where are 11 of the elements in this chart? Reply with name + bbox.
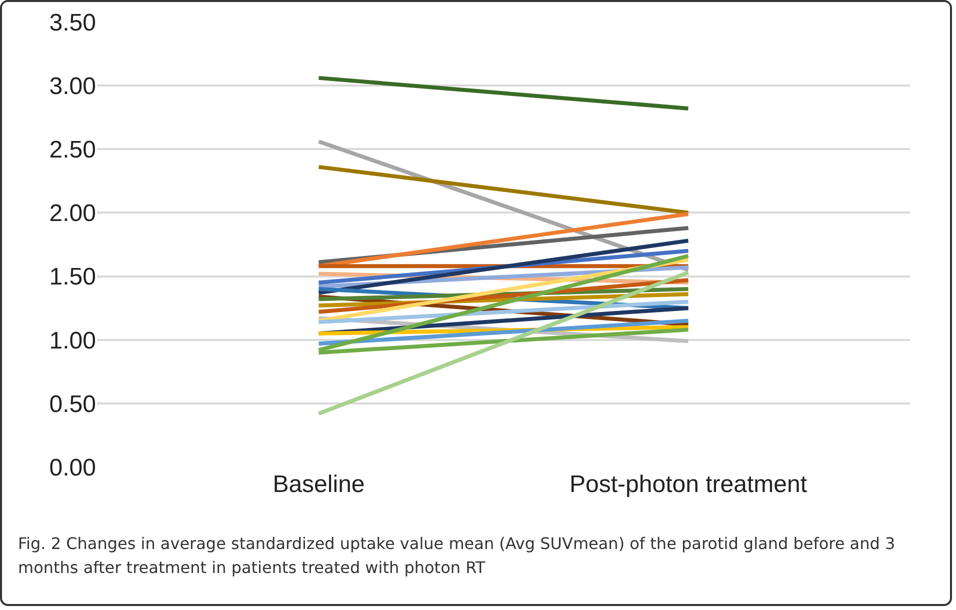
y-tick-label: 0.00: [49, 454, 96, 482]
y-tick-label: 1.00: [49, 327, 96, 354]
y-tick-label: 3.50: [49, 9, 96, 36]
y-tick-label: 1.50: [49, 264, 96, 291]
y-tick-label: 3.00: [49, 72, 96, 100]
y-tick-label: 2.50: [49, 136, 96, 164]
x-tick-label: Baseline: [272, 471, 365, 498]
y-tick-label: 0.50: [49, 390, 96, 418]
x-tick-label: Post-photon treatment: [570, 471, 808, 498]
caption: Fig. 2 Changes in average standardized uptake value mean (Avg SUVmean) of the parotid gland before and 3 months after treatment in patients treated with photon RT: [18, 533, 896, 579]
y-tick-label: 2.00: [49, 200, 96, 228]
